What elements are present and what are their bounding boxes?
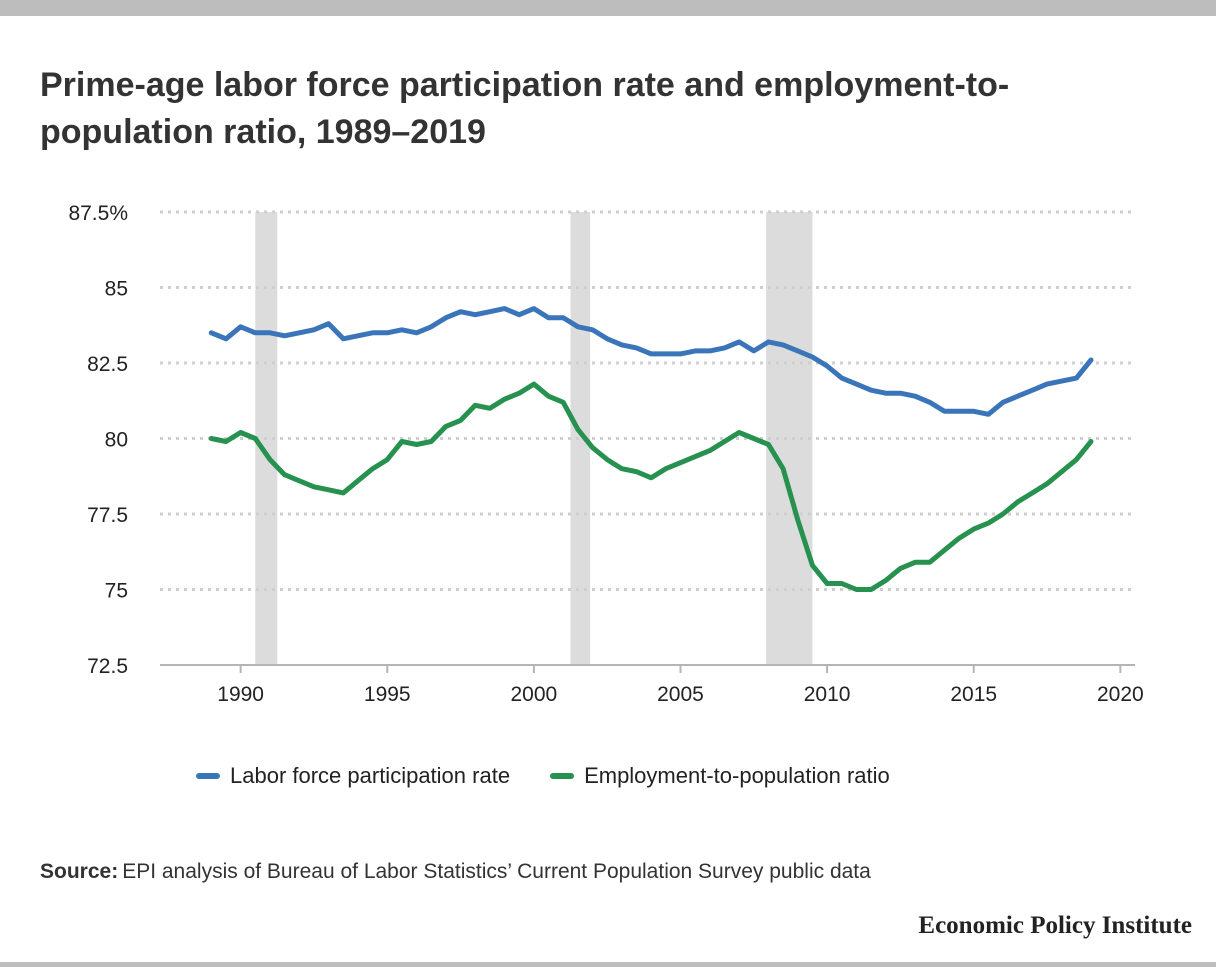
source-note: Source: EPI analysis of Bureau of Labor S… bbox=[40, 860, 871, 884]
series-line-epop bbox=[208, 381, 1094, 592]
x-axis-tick-labels: 1990 1995 2000 2005 2010 2015 2020 bbox=[217, 683, 1143, 706]
x-tick-label: 1995 bbox=[364, 683, 411, 706]
top-border-bar bbox=[0, 0, 1216, 16]
recession-band-3 bbox=[766, 212, 813, 665]
brand-wordmark: Economic Policy Institute bbox=[918, 912, 1192, 939]
y-tick-label: 80 bbox=[105, 429, 128, 452]
y-tick-label: 87.5% bbox=[68, 202, 128, 225]
source-text: EPI analysis of Bureau of Labor Statisti… bbox=[122, 860, 871, 883]
source-label: Source: bbox=[40, 860, 119, 883]
y-tick-label: 82.5 bbox=[87, 353, 128, 376]
gridlines bbox=[160, 210, 1135, 591]
y-tick-label: 75 bbox=[105, 580, 128, 603]
chart-title: Prime-age labor force participation rate… bbox=[40, 66, 1010, 151]
legend-item-lfpr: Labor force participation rate bbox=[196, 763, 510, 789]
y-tick-label: 72.5 bbox=[87, 655, 128, 678]
legend-swatch-lfpr bbox=[196, 773, 220, 779]
legend-item-epop: Employment-to-population ratio bbox=[550, 763, 890, 789]
x-tick-label: 2000 bbox=[511, 683, 558, 706]
series-line-lfpr bbox=[208, 306, 1094, 417]
bottom-border-bar bbox=[0, 962, 1216, 967]
legend-swatch-epop bbox=[550, 773, 575, 779]
x-tick-label: 2020 bbox=[1097, 683, 1144, 706]
x-tick-label: 2010 bbox=[804, 683, 851, 706]
x-tick-label: 1990 bbox=[217, 683, 264, 706]
chart-legend: Labor force participation rate Employmen… bbox=[196, 760, 930, 792]
x-axis bbox=[160, 664, 1135, 673]
series-lines bbox=[208, 306, 1094, 592]
x-tick-label: 2005 bbox=[657, 683, 704, 706]
legend-label-epop: Employment-to-population ratio bbox=[584, 763, 890, 788]
legend-label-lfpr: Labor force participation rate bbox=[230, 763, 511, 788]
y-tick-label: 85 bbox=[105, 278, 128, 301]
y-axis-tick-labels: 72.5 75 77.5 80 82.5 85 87.5% bbox=[68, 202, 128, 678]
y-tick-label: 77.5 bbox=[87, 504, 128, 527]
x-tick-label: 2015 bbox=[950, 683, 997, 706]
